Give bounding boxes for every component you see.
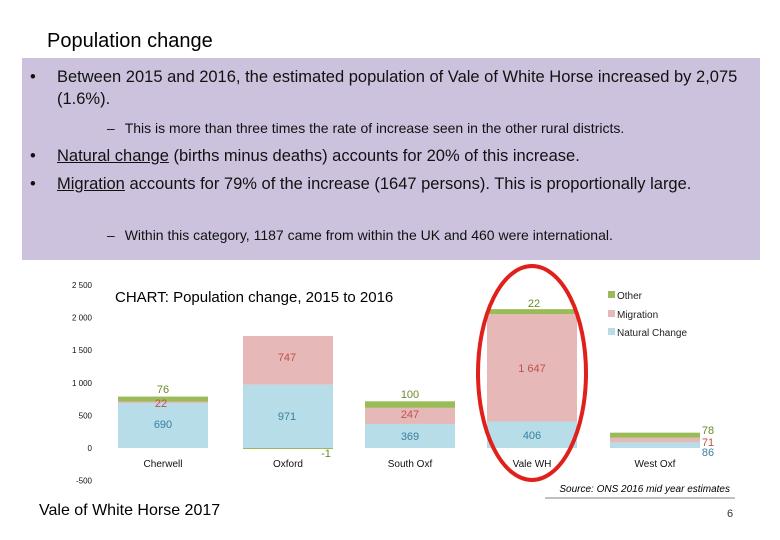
- category-label: West Oxf: [635, 459, 676, 470]
- data-label: 22: [528, 298, 540, 310]
- bar-segment: [610, 442, 700, 448]
- bullet-glyph: •: [30, 147, 36, 165]
- data-label: 971: [278, 411, 296, 423]
- bullet-3-text: accounts for 79% of the increase (1647 p…: [124, 175, 692, 193]
- y-tick-label: 500: [79, 411, 93, 420]
- bar-segment: [118, 401, 208, 404]
- footer-text: Vale of White Horse 2017: [39, 502, 221, 519]
- data-label: 247: [401, 409, 419, 421]
- dash-glyph: –: [107, 120, 115, 136]
- data-label: 100: [401, 389, 419, 401]
- bar-segment: [243, 384, 333, 448]
- y-tick-label: 1 000: [72, 379, 93, 388]
- legend-swatch: [608, 291, 615, 298]
- data-label: 369: [401, 431, 419, 443]
- data-label: 86: [702, 447, 714, 459]
- bullet-1: • Between 2015 and 2016, the estimated p…: [30, 66, 747, 110]
- slide-title: Population change: [47, 30, 213, 52]
- sub-bullet-1-text: This is more than three times the rate o…: [124, 120, 625, 136]
- bullet-glyph: •: [30, 175, 36, 193]
- bar-segment: [118, 396, 208, 402]
- sub-bullet-2: – Within this category, 1187 came from w…: [107, 227, 613, 243]
- y-tick-label: 0: [88, 444, 93, 453]
- bullet-2: • Natural change (births minus deaths) a…: [30, 145, 747, 167]
- legend-swatch: [608, 328, 615, 335]
- y-tick-label: 1 500: [72, 346, 93, 355]
- page-number: 6: [727, 508, 734, 520]
- data-label: 406: [523, 430, 541, 442]
- y-tick-label: -500: [76, 477, 93, 486]
- data-label: 71: [702, 437, 714, 449]
- bullet-1-text: Between 2015 and 2016, the estimated pop…: [57, 68, 738, 108]
- highlight-ellipse: [476, 264, 588, 482]
- category-label: Oxford: [273, 459, 303, 470]
- data-label: 1 647: [518, 363, 546, 375]
- bar-segment: [610, 432, 700, 438]
- source-note: Source: ONS 2016 mid year estimates: [559, 484, 730, 495]
- summary-panel: • Between 2015 and 2016, the estimated p…: [22, 58, 760, 260]
- legend-label: Other: [617, 291, 643, 302]
- y-tick-label: 2 000: [72, 314, 93, 323]
- chart-title: CHART: Population change, 2015 to 2016: [115, 289, 393, 306]
- dash-glyph: –: [107, 227, 115, 243]
- legend-swatch: [608, 310, 615, 317]
- bar-segment: [487, 421, 577, 448]
- data-label: 690: [154, 419, 172, 431]
- data-label: 747: [278, 352, 296, 364]
- data-label: -1: [321, 448, 331, 460]
- category-label: Cherwell: [144, 459, 183, 470]
- sub-bullet-1: – This is more than three times the rate…: [107, 120, 624, 136]
- bar-segment: [243, 335, 333, 385]
- bullet-3: • Migration accounts for 79% of the incr…: [30, 173, 747, 195]
- sub-bullet-2-text: Within this category, 1187 came from wit…: [124, 227, 613, 243]
- bar-segment: [365, 407, 455, 424]
- bullet-2-underlined: Natural change: [57, 147, 169, 165]
- bullet-3-underlined: Migration: [57, 175, 125, 193]
- bar-segment: [610, 437, 700, 443]
- legend-label: Migration: [617, 310, 658, 321]
- bar-segment: [118, 403, 208, 448]
- data-label: 76: [157, 384, 169, 396]
- data-label: 22: [155, 398, 167, 410]
- category-label: Vale WH: [513, 459, 552, 470]
- category-label: South Oxf: [388, 459, 433, 470]
- bar-segment: [487, 314, 577, 422]
- bullet-2-text: (births minus deaths) accounts for 20% o…: [168, 147, 580, 165]
- bullet-glyph: •: [30, 68, 36, 86]
- bar-segment: [487, 309, 577, 315]
- legend-label: Natural Change: [617, 328, 687, 339]
- y-tick-label: 2 500: [72, 281, 93, 290]
- bar-segment: [365, 423, 455, 448]
- data-label: 78: [702, 425, 714, 437]
- bar-segment: [365, 401, 455, 408]
- bar-segment: [243, 448, 333, 449]
